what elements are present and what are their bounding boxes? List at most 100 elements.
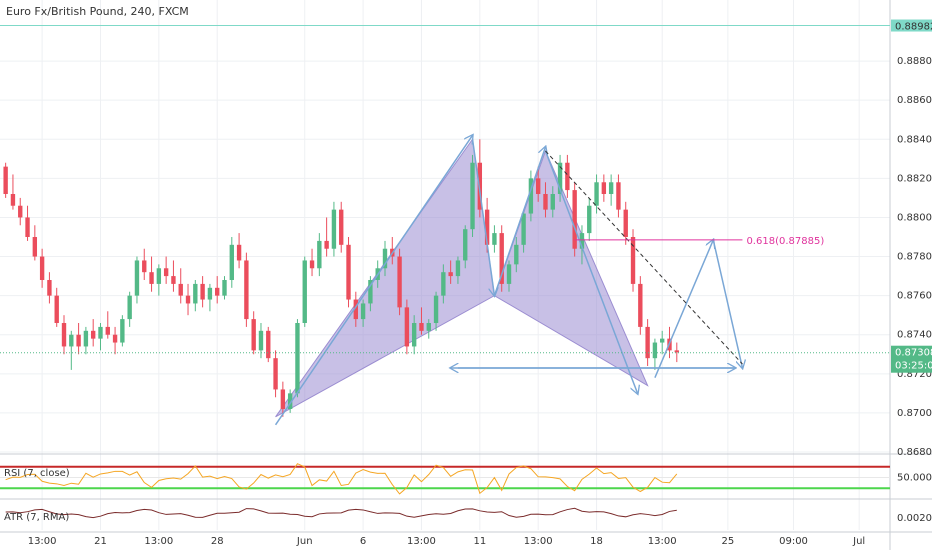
candle-body — [448, 272, 453, 277]
candle-body — [419, 323, 424, 331]
candle-body — [47, 280, 52, 296]
candle-body — [645, 326, 650, 359]
candle-body — [251, 319, 256, 351]
candle-body — [550, 194, 555, 210]
candle-body — [353, 299, 358, 320]
projection-down-arrow — [712, 239, 742, 368]
candle-body — [236, 244, 242, 261]
x-tick-label: 11 — [473, 536, 486, 547]
candle-body — [171, 276, 176, 284]
candle-body — [244, 260, 249, 320]
candle-body — [287, 393, 293, 409]
candle-body — [674, 350, 679, 353]
candle-body — [506, 264, 512, 284]
candle-body — [521, 213, 526, 245]
atr-label: ATR (7, RMA) — [4, 512, 69, 523]
candle-body — [295, 323, 300, 394]
candle-body — [200, 283, 205, 300]
candle-body — [76, 334, 81, 347]
candle-body — [441, 272, 446, 296]
candle-body — [601, 182, 607, 194]
candle-body — [492, 233, 497, 245]
arrow-cd — [544, 150, 637, 394]
candle-body — [185, 295, 191, 304]
candle-body — [193, 283, 198, 304]
candle-body — [32, 237, 38, 257]
candle-body — [25, 217, 30, 237]
x-tick-label: Jun — [296, 536, 313, 547]
candle-body — [280, 389, 286, 409]
candle-body — [455, 260, 461, 277]
dashed-trendline — [545, 150, 743, 365]
candle-body — [470, 162, 475, 230]
candle-body — [163, 268, 169, 277]
candle-layer — [3, 139, 679, 417]
rsi-label: RSI (7, close) — [4, 468, 70, 479]
arrow-bc — [493, 147, 545, 296]
candle-body — [309, 260, 315, 269]
x-tick-label: 13:00 — [407, 536, 436, 547]
candle-body — [156, 268, 162, 284]
x-tick-label: 28 — [211, 536, 224, 547]
candle-body — [120, 319, 125, 343]
indicator-layer: RSI (7, close) 50.0000 ATR (7, RMA) 0.0020 — [0, 463, 932, 524]
x-tick-label: 13:00 — [28, 536, 57, 547]
candle-body — [557, 162, 563, 194]
last-price-label: 0.87308 — [895, 348, 932, 359]
candle-body — [273, 358, 278, 390]
candle-body — [10, 194, 16, 206]
candle-body — [484, 209, 490, 245]
candle-body — [528, 178, 534, 214]
candle-body — [499, 233, 504, 284]
candle-body — [54, 295, 59, 323]
x-tick-label: 13:00 — [648, 536, 677, 547]
fib-level-label: 0.618(0.87885) — [746, 236, 824, 247]
candle-body — [660, 338, 665, 343]
candle-body — [411, 323, 417, 347]
candle-body — [178, 283, 183, 296]
candle-body — [69, 334, 74, 347]
arrow-xa — [274, 135, 473, 426]
candle-body — [652, 342, 658, 359]
candle-body — [463, 229, 468, 261]
candle-body — [638, 283, 643, 327]
candle-body — [229, 244, 234, 280]
x-tick-label: 13:00 — [524, 536, 553, 547]
projection-up-arrow — [654, 240, 713, 379]
candle-body — [360, 303, 366, 320]
candle-body — [83, 330, 89, 347]
candle-body — [579, 233, 585, 249]
arrow-ab — [471, 139, 495, 295]
candle-body — [61, 323, 67, 347]
candle-body — [346, 244, 351, 300]
x-tick-label: 13:00 — [144, 536, 173, 547]
candle-body — [324, 240, 329, 249]
candle-body — [331, 209, 337, 249]
candle-body — [397, 256, 402, 308]
candle-body — [207, 287, 213, 300]
candle-body — [98, 326, 103, 339]
candle-body — [222, 280, 227, 296]
candle-body — [630, 237, 636, 284]
candle-body — [127, 295, 132, 320]
atr-tick-label: 0.0020 — [897, 513, 932, 524]
candle-body — [572, 190, 577, 249]
x-tick-label: 21 — [94, 536, 107, 547]
chart-title: Euro Fx/British Pound, 240, FXCM — [6, 5, 189, 18]
overlay-layer: 0.618(0.87885) — [0, 25, 890, 426]
candle-body — [266, 330, 271, 359]
candle-body — [404, 307, 410, 347]
candle-body — [134, 260, 140, 296]
rsi-line — [5, 463, 678, 495]
